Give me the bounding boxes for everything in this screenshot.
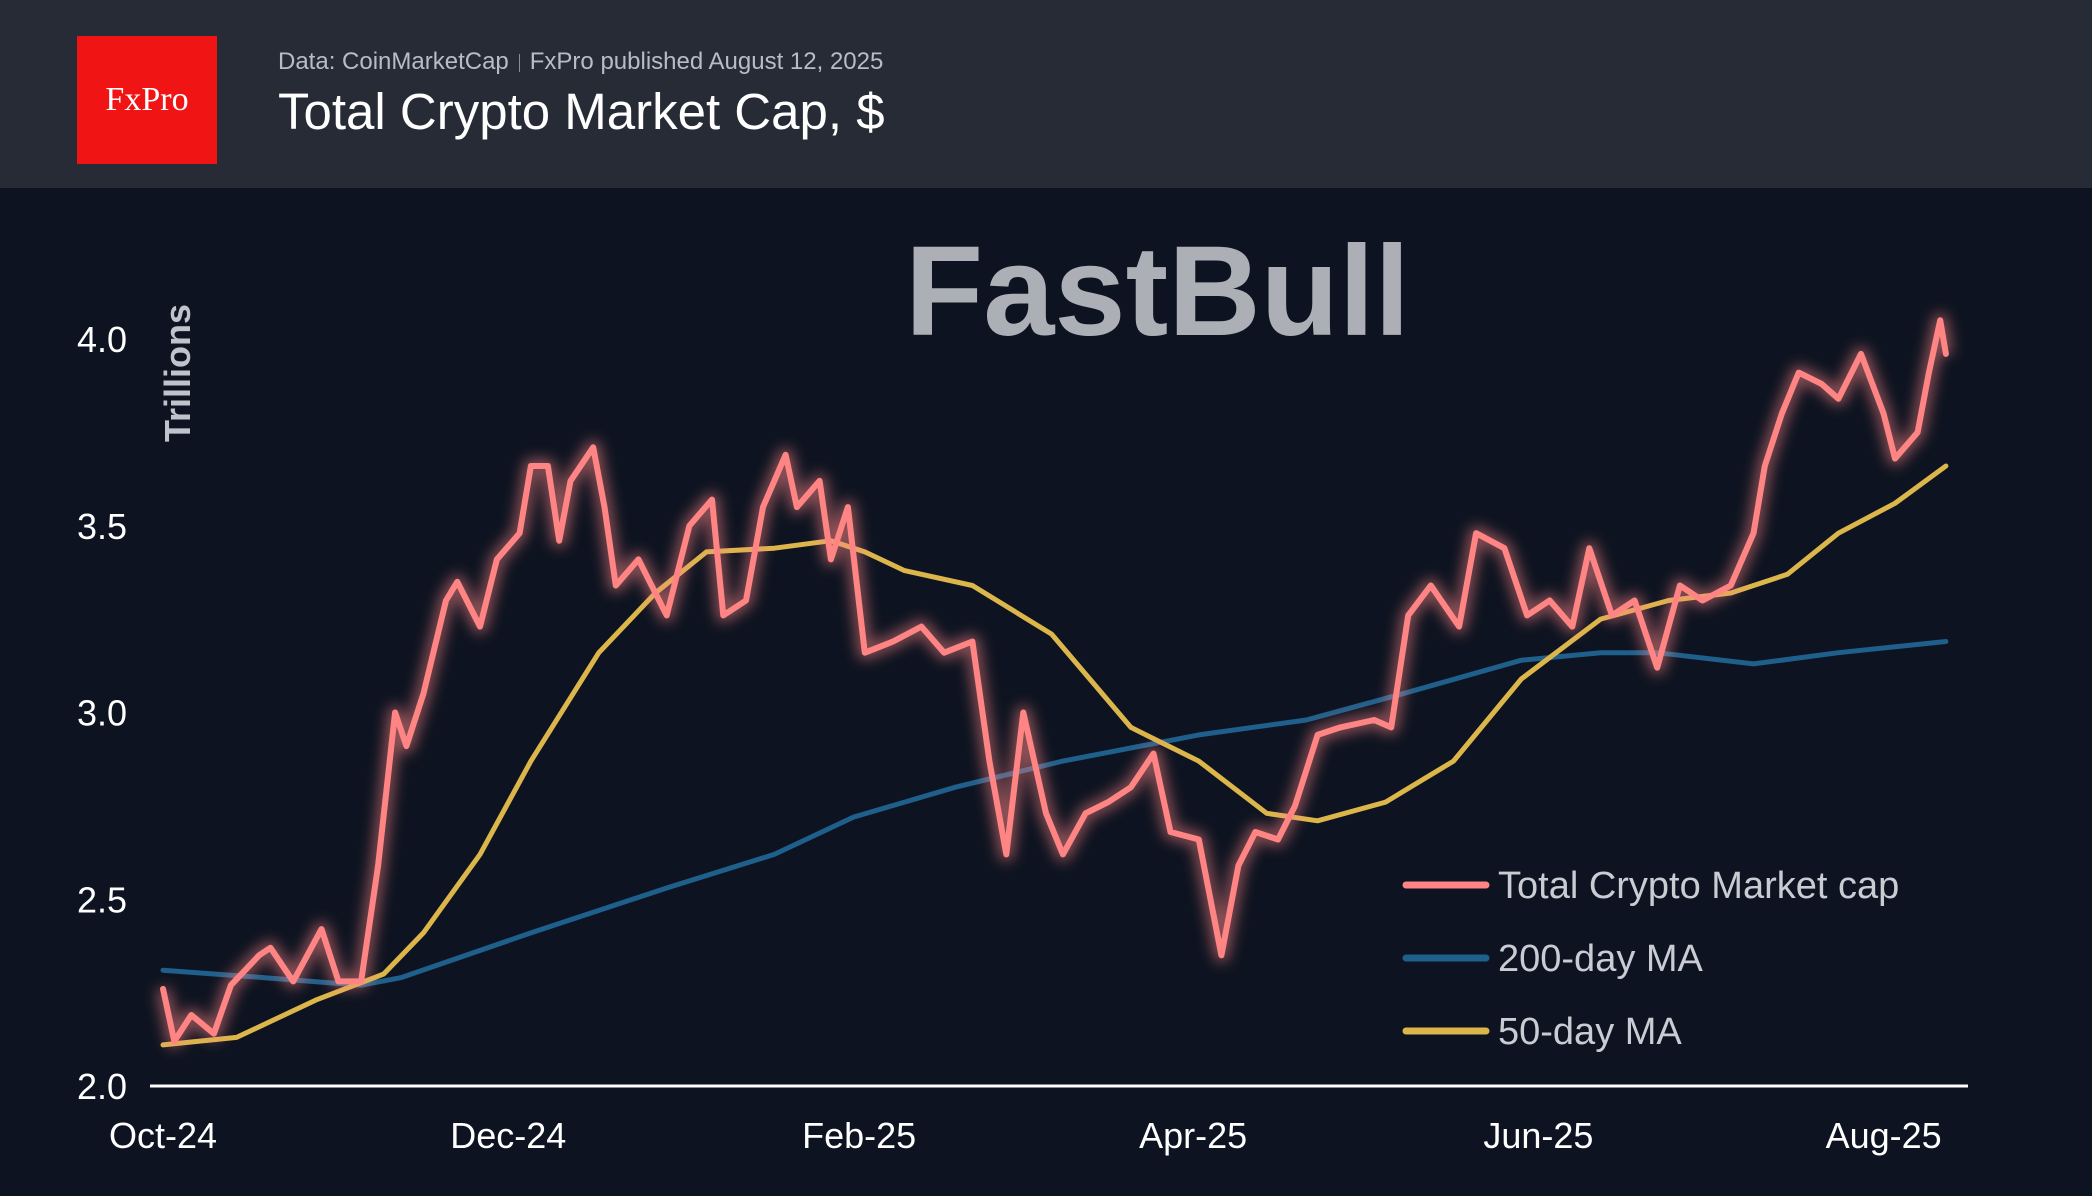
x-tick-label: Feb-25 (802, 1115, 916, 1156)
y-tick-label: 4.0 (77, 319, 127, 360)
y-tick-label: 3.5 (77, 506, 127, 547)
legend: Total Crypto Market cap 200-day MA 50-day … (1402, 865, 1899, 1053)
y-tick-label: 2.0 (77, 1066, 127, 1107)
fxpro-logo: FxPro (77, 36, 217, 164)
series-line-total-crypto-market-cap (160, 317, 1949, 1045)
separator (518, 53, 520, 72)
fastbull-watermark: FastBull (905, 220, 1410, 363)
x-tick-label: Jun-25 (1483, 1115, 1593, 1156)
market-cap-glow (156, 313, 1953, 1049)
y-tick-label: 2.5 (77, 879, 127, 920)
logo-text: FxPro (105, 81, 189, 118)
y-tick-label: 3.0 (77, 693, 127, 734)
legend-label: 200-day MA (1498, 938, 1704, 980)
x-tick-label: Oct-24 (109, 1115, 217, 1156)
x-tick-label: Dec-24 (450, 1115, 566, 1156)
legend-label: Total Crypto Market cap (1498, 865, 1899, 907)
axes: 2.0 2.5 3.0 3.5 4.0 Oct-24 Dec-24 Feb-25 Apr-25 J… (77, 304, 1968, 1156)
legend-label: 50-day MA (1498, 1011, 1682, 1053)
chart-title: Total Crypto Market Cap, $ (278, 83, 885, 140)
chart-header: FxPro Data: CoinMarketCap FxPro published… (0, 0, 2092, 188)
series-lines (156, 313, 1953, 1049)
x-tick-label: Apr-25 (1139, 1115, 1247, 1156)
published-date: FxPro published August 12, 2025 (529, 48, 884, 75)
x-tick-label: Aug-25 (1826, 1115, 1942, 1156)
data-source: Data: CoinMarketCap (278, 48, 509, 75)
chart-subtitle: Data: CoinMarketCap FxPro published Augus… (278, 48, 883, 76)
y-axis-label: Trillions (157, 304, 198, 442)
